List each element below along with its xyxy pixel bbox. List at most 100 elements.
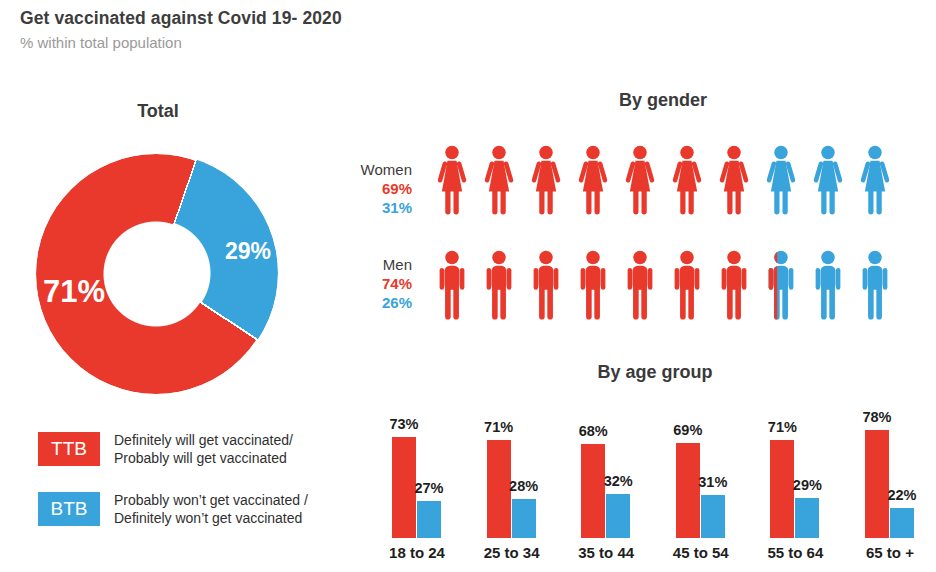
man-icon bbox=[482, 250, 516, 322]
donut-chart: 71% 29% bbox=[38, 153, 278, 393]
man-icon bbox=[717, 250, 751, 322]
women-person-icon-slot bbox=[428, 145, 475, 217]
woman-icon bbox=[482, 145, 516, 217]
ttb-bar: 71% bbox=[770, 440, 794, 538]
men-person-icon bbox=[858, 250, 892, 322]
women-person-icon-slot bbox=[522, 145, 569, 217]
woman-icon bbox=[623, 145, 657, 217]
women-person-icon bbox=[764, 145, 798, 217]
men-person-icon-slot bbox=[475, 250, 522, 322]
men-person-icon-slot bbox=[757, 250, 804, 322]
btb-bar: 27% bbox=[417, 501, 441, 538]
men-person-icon bbox=[764, 250, 798, 322]
man-icon bbox=[811, 250, 845, 322]
women-person-icon-slot bbox=[804, 145, 851, 217]
man-icon bbox=[670, 250, 704, 322]
woman-icon bbox=[811, 145, 845, 217]
men-person-icon bbox=[811, 250, 845, 322]
men-label: Men bbox=[330, 255, 412, 274]
men-person-icon bbox=[670, 250, 704, 322]
women-person-icon bbox=[858, 145, 892, 217]
women-person-icon-slot bbox=[757, 145, 804, 217]
men-icon-row bbox=[428, 250, 898, 322]
woman-icon bbox=[764, 145, 798, 217]
women-person-icon bbox=[482, 145, 516, 217]
btb-bar-value-label: 27% bbox=[414, 480, 443, 496]
women-person-icon bbox=[435, 145, 469, 217]
age-bar-group: 78%22%65 to + bbox=[865, 400, 915, 538]
men-person-icon-slot bbox=[663, 250, 710, 322]
page-title: Get vaccinated against Covid 19- 2020 bbox=[20, 8, 342, 29]
btb-bar: 32% bbox=[606, 494, 630, 538]
women-person-icon bbox=[529, 145, 563, 217]
men-btb-pct: 26% bbox=[330, 293, 412, 312]
men-person-icon bbox=[435, 250, 469, 322]
ttb-description: Definitely will get vaccinated/ Probably… bbox=[114, 431, 293, 467]
ttb-bar-value-label: 78% bbox=[862, 409, 891, 425]
women-person-icon bbox=[670, 145, 704, 217]
btb-bar: 28% bbox=[512, 499, 536, 538]
women-person-icon bbox=[576, 145, 610, 217]
men-person-icon bbox=[623, 250, 657, 322]
man-icon bbox=[529, 250, 563, 322]
ttb-bar-value-label: 71% bbox=[484, 419, 513, 435]
donut-chart-title: Total bbox=[38, 101, 278, 122]
women-person-icon-slot bbox=[851, 145, 898, 217]
woman-icon bbox=[858, 145, 892, 217]
btb-description-line2: Definitely won’t get vaccinated bbox=[114, 509, 308, 527]
ttb-description-line1: Definitely will get vaccinated/ bbox=[114, 431, 293, 449]
age-bar-group: 71%28%25 to 34 bbox=[487, 400, 537, 538]
women-person-icon bbox=[811, 145, 845, 217]
men-person-icon-slot bbox=[522, 250, 569, 322]
infographic-canvas: Get vaccinated against Covid 19- 2020 % … bbox=[0, 0, 936, 572]
men-person-icon bbox=[717, 250, 751, 322]
women-person-icon-slot bbox=[475, 145, 522, 217]
men-person-icon-slot bbox=[851, 250, 898, 322]
men-person-icon bbox=[529, 250, 563, 322]
page-subtitle: % within total population bbox=[20, 34, 342, 51]
gender-chart-title: By gender bbox=[428, 90, 898, 111]
btb-bar-value-label: 22% bbox=[887, 487, 916, 503]
man-icon bbox=[435, 250, 469, 322]
women-ttb-pct: 69% bbox=[330, 179, 412, 198]
ttb-description-line2: Probably will get vaccinated bbox=[114, 449, 293, 467]
ttb-bar-value-label: 69% bbox=[673, 422, 702, 438]
ttb-bar: 69% bbox=[676, 443, 700, 538]
women-person-icon-slot bbox=[616, 145, 663, 217]
women-person-icon-slot bbox=[710, 145, 757, 217]
btb-bar-value-label: 29% bbox=[793, 477, 822, 493]
men-person-icon bbox=[482, 250, 516, 322]
men-ttb-pct: 74% bbox=[330, 274, 412, 293]
donut-btb-slice bbox=[38, 153, 278, 393]
btb-bar-value-label: 32% bbox=[604, 473, 633, 489]
age-category-label: 25 to 34 bbox=[484, 544, 540, 561]
age-category-label: 55 to 64 bbox=[767, 544, 823, 561]
ttb-bar: 71% bbox=[487, 440, 511, 538]
man-icon bbox=[623, 250, 657, 322]
age-category-label: 18 to 24 bbox=[389, 544, 445, 561]
age-group-chart: By age group 73%27%18 to 2471%28%25 to 3… bbox=[360, 362, 926, 572]
woman-icon bbox=[435, 145, 469, 217]
btb-swatch: BTB bbox=[38, 492, 100, 526]
man-icon bbox=[576, 250, 610, 322]
donut-btb-value-label: 29% bbox=[225, 238, 271, 265]
men-person-icon-slot bbox=[710, 250, 757, 322]
men-labels: Men 74% 26% bbox=[330, 255, 412, 312]
ttb-bar-value-label: 73% bbox=[389, 416, 418, 432]
women-icon-row bbox=[428, 145, 898, 217]
ttb-bar-value-label: 68% bbox=[579, 423, 608, 439]
ttb-bar: 68% bbox=[581, 444, 605, 538]
man-icon bbox=[858, 250, 892, 322]
btb-bar-value-label: 31% bbox=[698, 474, 727, 490]
women-person-icon-slot bbox=[569, 145, 616, 217]
woman-icon bbox=[717, 145, 751, 217]
woman-icon bbox=[529, 145, 563, 217]
btb-bar: 29% bbox=[795, 498, 819, 538]
legend-row-ttb: TTB Definitely will get vaccinated/ Prob… bbox=[38, 431, 308, 467]
woman-icon bbox=[670, 145, 704, 217]
women-labels: Women 69% 31% bbox=[330, 160, 412, 217]
ttb-bar-value-label: 71% bbox=[768, 419, 797, 435]
men-person-icon-slot bbox=[804, 250, 851, 322]
women-btb-pct: 31% bbox=[330, 198, 412, 217]
woman-icon bbox=[576, 145, 610, 217]
